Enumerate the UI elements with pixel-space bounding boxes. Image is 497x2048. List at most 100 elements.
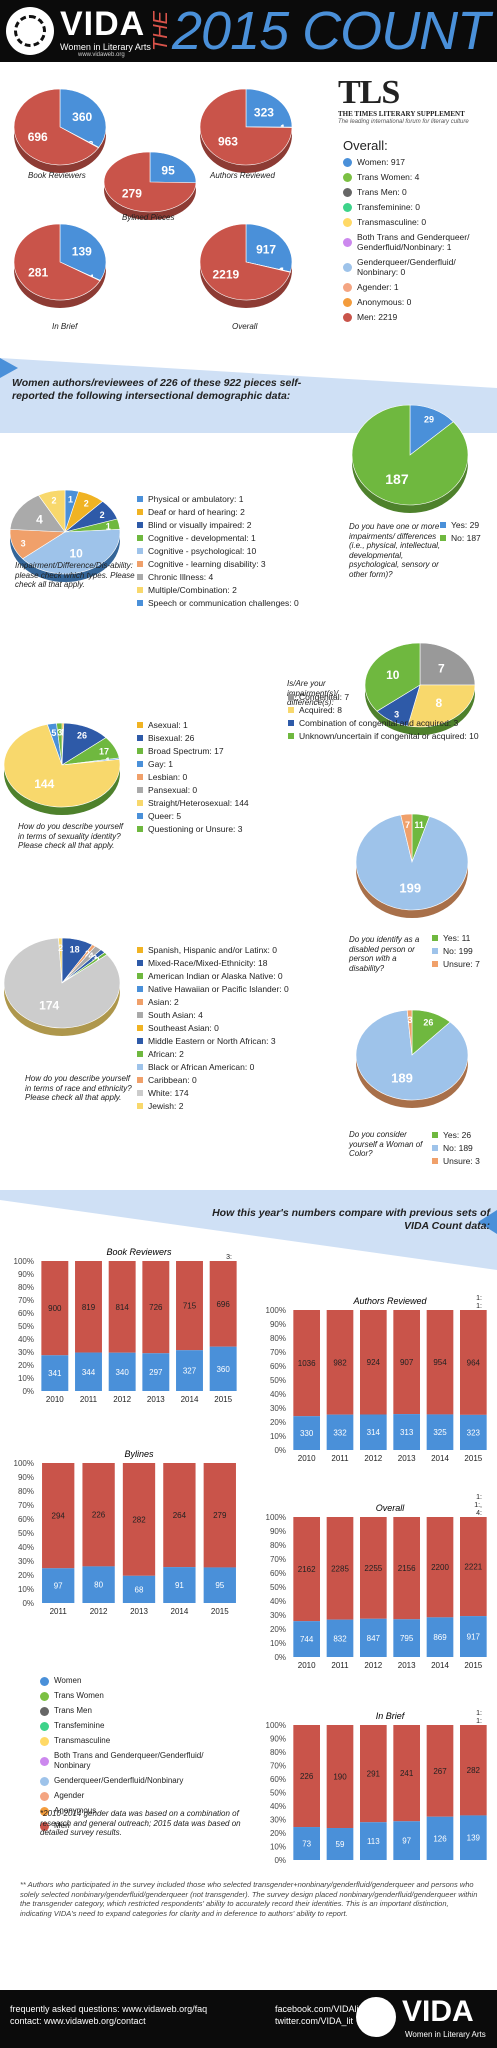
bar-book-reviewers-bar-men <box>209 1261 237 1347</box>
pie-authors-reviewed-slice-0 <box>245 88 293 128</box>
bar-overall-label-men: 2285 <box>331 1564 349 1573</box>
bar-bylines-xtick: 2013 <box>130 1607 148 1616</box>
q4-legend-item: Straight/Heterosexual: 144 <box>137 798 287 808</box>
bar-in-brief-label-women: 126 <box>433 1834 447 1843</box>
pie-caption-book-reviewers: Book Reviewers <box>28 171 86 180</box>
q7-text: Do you consider yourself a Woman of Colo… <box>349 1130 423 1158</box>
bar-authors-reviewed-ytick: 20% <box>270 1418 286 1427</box>
bar-overall-bar-women <box>360 1618 387 1657</box>
pie-book-reviewers: 3603696 <box>13 88 107 173</box>
bar-overall-label-men: 2255 <box>364 1564 382 1573</box>
legend-label: No: 189 <box>443 1143 473 1153</box>
bar-in-brief-xtick: 2012 <box>364 1864 382 1865</box>
legend-label: Acquired: 8 <box>299 705 342 715</box>
bar-in-brief-note: 1: <box>476 1718 482 1725</box>
bar-authors-reviewed-xtick: 2010 <box>298 1454 316 1463</box>
legend-swatch <box>137 1051 143 1057</box>
bar-bylines-ytick: 0% <box>22 1599 34 1608</box>
faq-link[interactable]: frequently asked questions: www.vidaweb.… <box>10 2004 208 2014</box>
legend-label: Transfeminine: 0 <box>357 202 420 212</box>
legend-swatch <box>343 297 352 307</box>
pie-authors-reviewed: 32311963 <box>199 88 293 173</box>
legend-label: Transmasculine <box>54 1736 111 1745</box>
bar-overall-label-women: 744 <box>300 1635 314 1644</box>
legend-label: Both Trans and Genderqueer/Genderfluid/ … <box>54 1751 204 1770</box>
bar-overall-ytick: 40% <box>270 1597 286 1606</box>
bar-in-brief-xtick: 2014 <box>431 1864 449 1865</box>
bar-book-reviewers-bar-men <box>142 1261 170 1354</box>
bar-overall-ytick: 90% <box>270 1527 286 1536</box>
twitter-link[interactable]: twitter.com/VIDA_lit <box>275 2016 354 2026</box>
pie-bylined: 95 279 <box>103 151 197 220</box>
pie-q7-label-2: 3 <box>408 1015 413 1025</box>
bar-book-reviewers-bar-men <box>108 1261 136 1353</box>
bar-authors-reviewed-bar-men <box>426 1310 454 1415</box>
legend-label: Jewish: 2 <box>148 1101 184 1111</box>
legend-swatch <box>343 172 352 182</box>
bar-book-reviewers-label-men: 819 <box>82 1303 96 1312</box>
pie-q2-label-5: 3 <box>21 538 26 548</box>
legend-label: Yes: 26 <box>443 1130 472 1140</box>
bar-authors-reviewed-ytick: 30% <box>270 1404 286 1413</box>
legend-swatch <box>40 1756 49 1766</box>
bar-in-brief-label-women: 113 <box>367 1837 380 1846</box>
legend-swatch <box>137 813 143 819</box>
legend-label: Straight/Heterosexual: 144 <box>148 798 249 808</box>
legend-label: Genderqueer/Genderfluid/ Nonbinary: 0 <box>357 257 456 277</box>
bar-overall-label-men: 2221 <box>464 1563 482 1572</box>
bar-overall-ytick: 30% <box>270 1611 286 1620</box>
pie-q4: 12617114453 <box>3 722 121 815</box>
compare-band <box>0 1190 497 1270</box>
bar-authors-reviewed-title: Authors Reviewed <box>352 1296 427 1306</box>
bar-in-brief-title: In Brief <box>376 1711 406 1721</box>
bar-in-brief-bar-women <box>460 1815 487 1860</box>
bar-overall-xtick: 2010 <box>298 1661 316 1670</box>
bar-authors-reviewed-ytick: 80% <box>270 1334 286 1343</box>
q4-legend-item: Questioning or Unsure: 3 <box>137 824 287 834</box>
pie-q3-label-2: 3 <box>394 709 399 719</box>
legend-label: Broad Spectrum: 17 <box>148 746 224 756</box>
bar-book-reviewers: Book Reviewers 100% 90% 80% 70% 60% 50% 40% 30% 2… <box>14 1247 237 1404</box>
q6-legend-item: Native Hawaiian or Pacific Islander: 0 <box>137 984 297 994</box>
bar-bylines-bar-men <box>203 1463 236 1568</box>
pie-q6-label-5: 4 <box>88 951 93 961</box>
overall-legend-item: Agender: 1 <box>343 282 495 292</box>
bar-authors-reviewed-xtick: 2015 <box>464 1454 482 1463</box>
facebook-link[interactable]: facebook.com/VIDAlit <box>275 2004 362 2014</box>
legend-swatch <box>137 561 143 567</box>
pie-q7-slice-1 <box>355 1009 469 1101</box>
bar-authors-reviewed-label-men: 907 <box>400 1358 414 1367</box>
legend-label: Genderqueer/Genderfluid/Nonbinary <box>54 1776 184 1785</box>
legend-swatch <box>40 1806 49 1816</box>
contact-link[interactable]: contact: www.vidaweb.org/contact <box>10 2016 146 2026</box>
bar-bylines-bar-women <box>163 1567 196 1603</box>
q3-legend-item: Acquired: 8 <box>288 705 497 715</box>
legend-label: Men: 2219 <box>357 312 398 322</box>
legend-swatch <box>137 787 143 793</box>
bar-in-brief-ytick: 100% <box>266 1721 286 1730</box>
legend-swatch <box>137 947 143 953</box>
q6-legend-item: Black or African American: 0 <box>137 1062 297 1072</box>
bar-overall-ytick: 20% <box>270 1625 286 1634</box>
pie-caption-bylined: Bylined Pieces <box>122 213 175 222</box>
legend-swatch <box>343 202 352 212</box>
bar-in-brief-label-men: 241 <box>400 1769 414 1778</box>
bar-authors-reviewed-label-men: 924 <box>367 1358 381 1367</box>
bar-in-brief-ytick: 70% <box>270 1762 286 1771</box>
pie-q7-label-1: 189 <box>391 1070 413 1085</box>
bar-overall-ytick: 50% <box>270 1583 286 1592</box>
bar-in-brief-label-men: 291 <box>367 1770 381 1779</box>
legend-label: Black or African American: 0 <box>148 1062 255 1072</box>
pie-q3-slice-1 <box>407 684 476 728</box>
legend-swatch <box>432 1158 438 1164</box>
legend-swatch <box>137 960 143 966</box>
pie-q6-label-11: 174 <box>39 999 59 1013</box>
bar-bylines-bar-men <box>82 1463 115 1567</box>
pie-q3-label-1: 8 <box>436 696 443 710</box>
pie-q5-slice-2 <box>400 813 413 863</box>
legend-swatch <box>432 948 438 954</box>
pie-q6-label-8: 2 <box>95 955 100 965</box>
legend-swatch <box>343 237 352 247</box>
legend-label: Bisexual: 26 <box>148 733 195 743</box>
q6-legend-item: Southeast Asian: 0 <box>137 1023 297 1033</box>
